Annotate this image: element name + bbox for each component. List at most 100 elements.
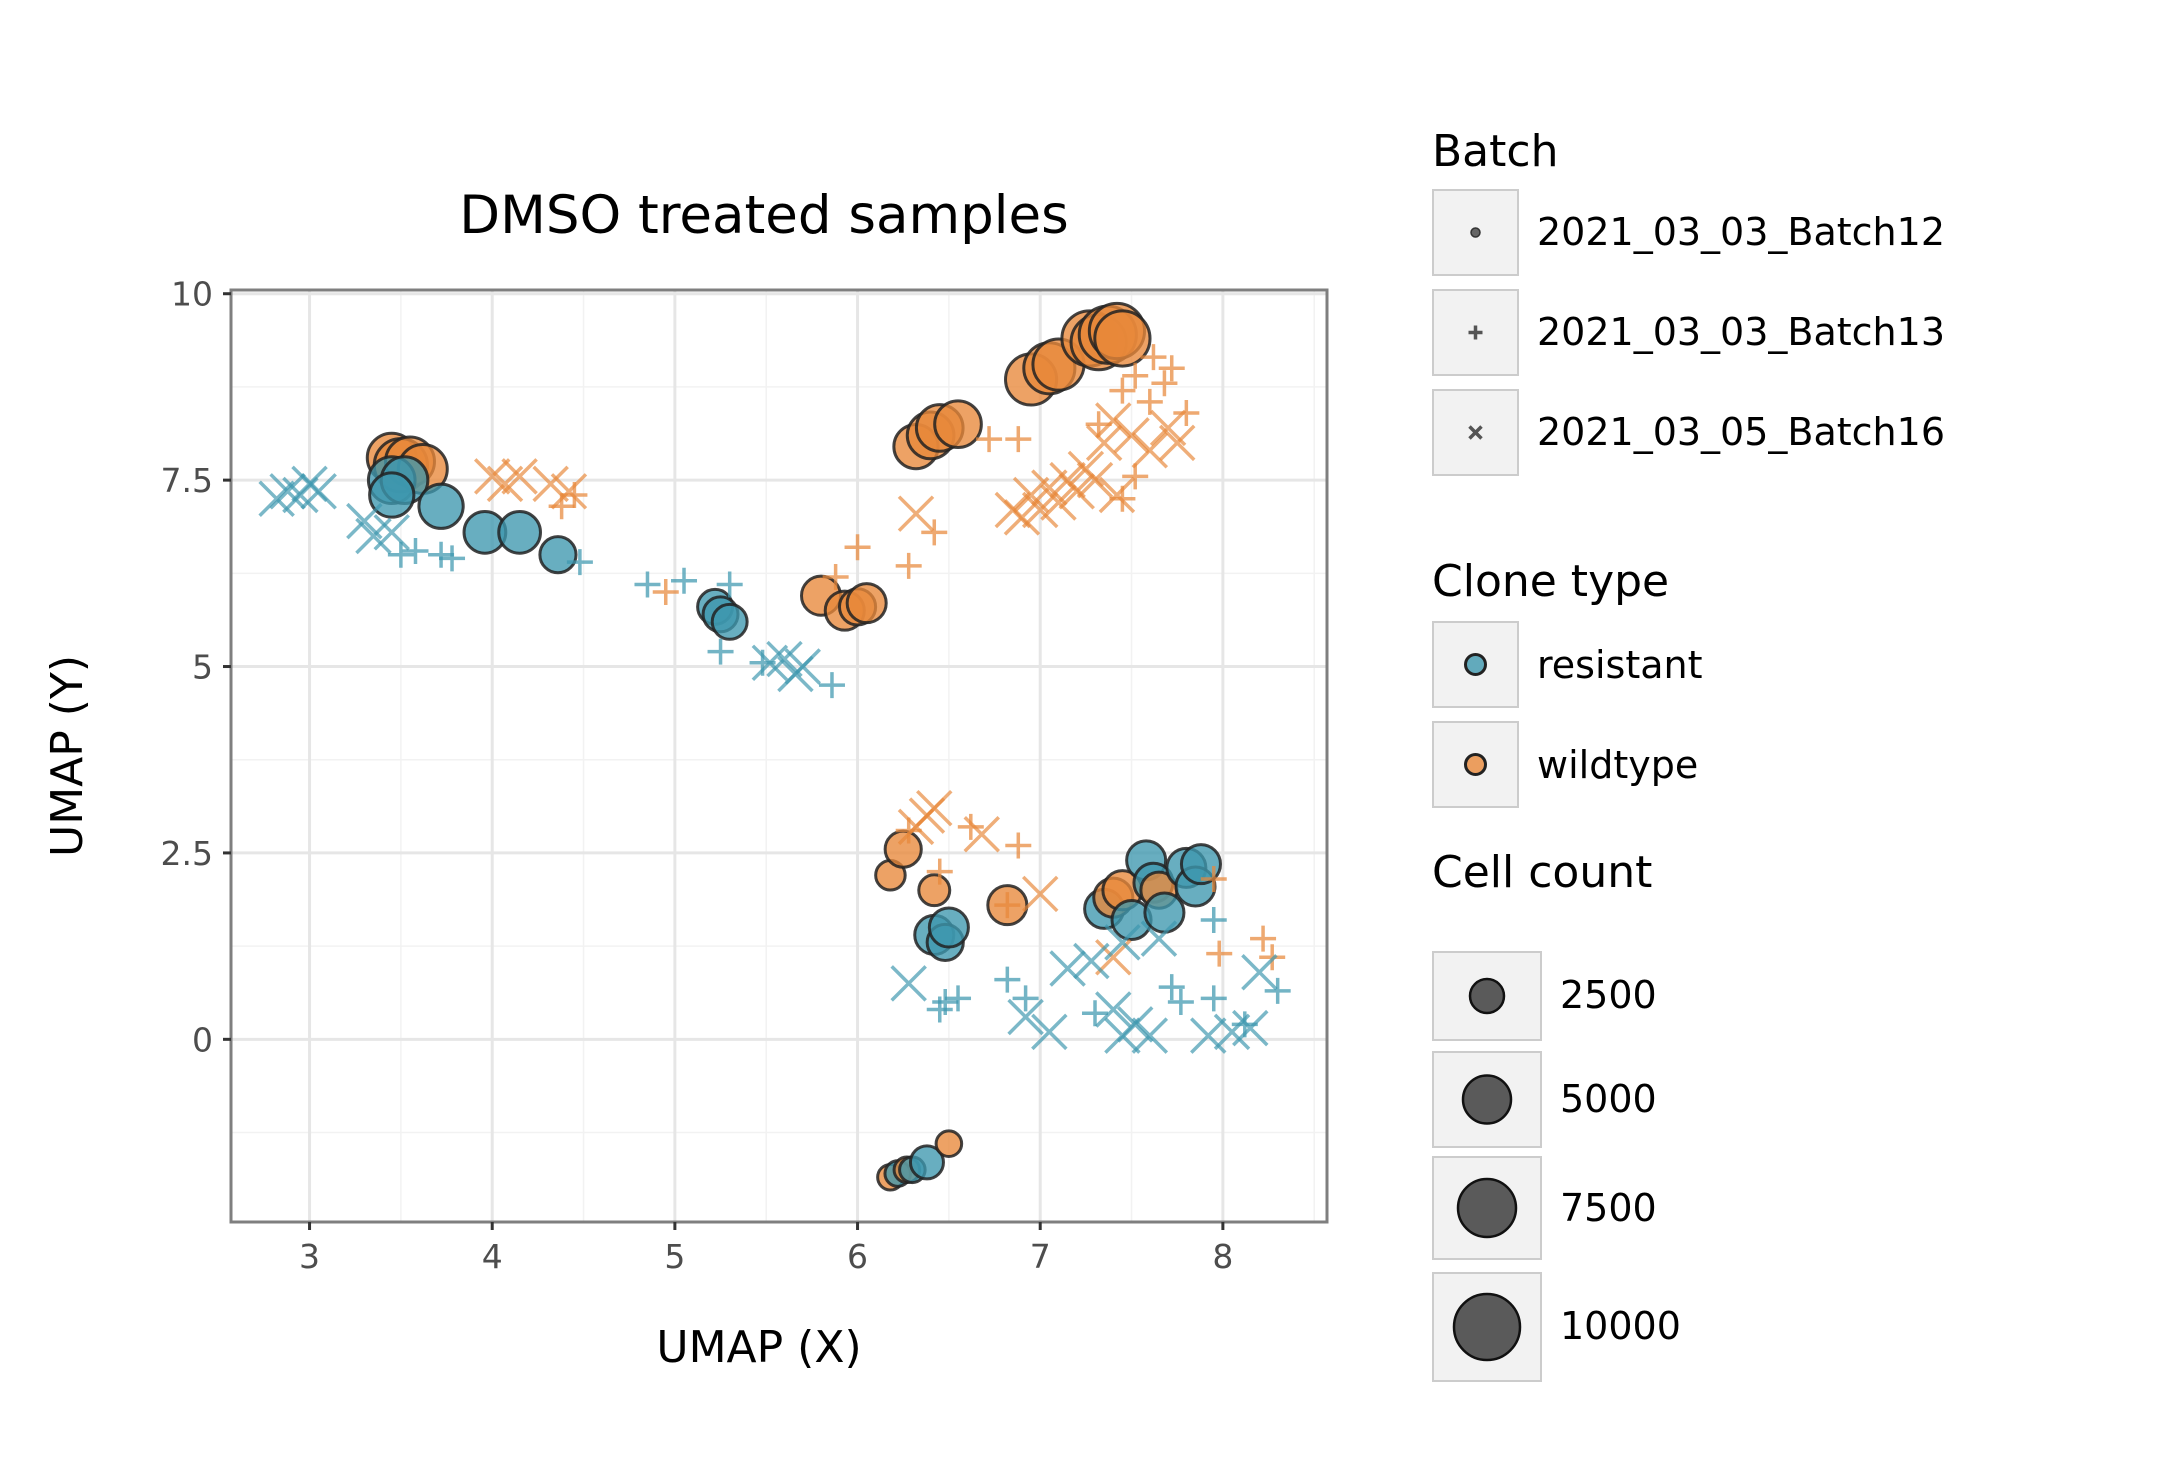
legend-batch-item: 2021_03_03_Batch13: [1432, 289, 1945, 376]
point-plus-resistant: [707, 638, 734, 665]
point-plus-wildtype: [994, 892, 1021, 919]
y-tick-label: 0: [192, 1020, 213, 1059]
point-x-wildtype: [1098, 476, 1136, 514]
point-plus-resistant: [671, 567, 698, 594]
point-x-wildtype: [897, 495, 935, 532]
legend-batch-label: 2021_03_03_Batch13: [1537, 310, 1945, 354]
y-tick-label: 7.5: [161, 461, 213, 500]
x-tick-label: 3: [299, 1237, 320, 1276]
legend-size-label: 2500: [1560, 973, 1657, 1017]
point-circle-resistant: [1143, 891, 1186, 934]
y-axis-title: UMAP (Y): [42, 655, 93, 857]
axis-layer: 3 4 5 6 7 8 0 2.5 5 7.5 10: [161, 275, 1234, 1276]
point-x-wildtype: [1095, 402, 1132, 439]
point-plus-wildtype: [921, 519, 948, 546]
point-plus-resistant: [818, 672, 845, 699]
point-circle-wildtype: [883, 829, 923, 869]
point-plus-resistant: [1200, 907, 1227, 934]
plot-panel: [229, 288, 1329, 1224]
point-x-wildtype: [1158, 424, 1196, 462]
legend-size-circle-icon: [1452, 1292, 1522, 1362]
point-x-resistant: [1049, 950, 1086, 987]
point-plus-resistant: [1167, 989, 1194, 1016]
legend: Batch 2021_03_03_Batch12 2021_03_03_Batc…: [1432, 126, 1945, 1382]
point-x-resistant: [269, 473, 306, 510]
point-x-wildtype: [897, 808, 935, 846]
point-circle-wildtype: [934, 1129, 964, 1158]
point-plus-resistant: [1158, 974, 1185, 1001]
point-plus-resistant: [926, 996, 953, 1023]
legend-resistant-swatch-icon: [1464, 653, 1487, 676]
point-circle-wildtype: [845, 582, 888, 625]
point-x-resistant: [766, 640, 803, 678]
point-plus-resistant: [402, 537, 429, 564]
point-plus-resistant: [1082, 1000, 1109, 1027]
point-circle-resistant: [927, 906, 970, 949]
legend-batch-title: Batch: [1432, 126, 1558, 177]
legend-size-item: 5000: [1432, 1051, 1657, 1148]
legend-key-box: [1432, 1272, 1542, 1382]
points-layer: [258, 301, 1291, 1192]
legend-wildtype-swatch-icon: [1464, 753, 1487, 776]
point-plus-wildtype: [1200, 866, 1227, 893]
point-plus-resistant: [1200, 985, 1227, 1012]
point-x-wildtype: [1003, 499, 1041, 536]
point-circle-resistant: [538, 535, 578, 575]
y-tick-label: 5: [192, 648, 213, 687]
legend-key-box: [1432, 621, 1519, 708]
legend-batch-item: 2021_03_03_Batch12: [1432, 189, 1945, 276]
plot-border: [229, 288, 1329, 1224]
x-axis-title: UMAP (X): [656, 1322, 861, 1373]
point-plus-resistant: [994, 966, 1021, 993]
point-x-wildtype: [1040, 484, 1077, 521]
x-tick-label: 7: [1030, 1237, 1051, 1276]
point-circle-resistant: [417, 482, 465, 530]
legend-size-item: 10000: [1432, 1272, 1681, 1382]
point-plus-wildtype: [1158, 355, 1185, 382]
point-plus-wildtype: [1109, 377, 1136, 404]
legend-size-label: 7500: [1560, 1186, 1657, 1230]
point-x-resistant: [751, 644, 789, 682]
point-plus-wildtype: [957, 813, 984, 840]
legend-size-item: 7500: [1432, 1156, 1657, 1260]
point-circle-wildtype: [933, 399, 983, 450]
point-x-wildtype: [1021, 875, 1059, 913]
point-x-resistant: [777, 655, 814, 693]
point-x-wildtype: [1113, 417, 1150, 454]
point-plus-wildtype: [1206, 940, 1233, 967]
point-x-resistant: [373, 514, 410, 551]
point-plus-resistant: [1264, 977, 1291, 1004]
legend-clone-item: wildtype: [1432, 721, 1698, 808]
point-plus-wildtype: [822, 564, 849, 591]
point-x-wildtype: [550, 473, 588, 510]
point-circle-resistant: [908, 1144, 945, 1181]
point-x-resistant: [1116, 1006, 1154, 1043]
point-x-resistant: [1140, 920, 1178, 957]
point-plus-wildtype: [976, 426, 1003, 453]
legend-size-title: Cell count: [1432, 847, 1652, 898]
point-plus-resistant: [634, 571, 661, 598]
x-tick-label: 5: [664, 1237, 685, 1276]
point-x-resistant: [890, 965, 927, 1002]
point-x-wildtype: [1085, 424, 1123, 462]
legend-clone-item: resistant: [1432, 621, 1703, 708]
point-x-wildtype: [1076, 461, 1114, 499]
legend-size-circle-icon: [1461, 1074, 1513, 1125]
legend-batch-label: 2021_03_03_Batch12: [1537, 210, 1945, 254]
legend-size-label: 5000: [1560, 1077, 1657, 1121]
point-x-resistant: [1104, 924, 1141, 961]
legend-clone-title: Clone type: [1432, 556, 1669, 607]
point-x-resistant: [1232, 1009, 1269, 1047]
y-tick-label: 2.5: [161, 834, 213, 873]
point-plus-wildtype: [652, 578, 679, 605]
point-x-wildtype: [532, 465, 569, 503]
point-plus-wildtype: [1005, 832, 1032, 859]
legend-size-item: 2500: [1432, 951, 1657, 1041]
legend-size-label: 10000: [1560, 1304, 1681, 1348]
point-plus-wildtype: [1250, 925, 1277, 952]
point-x-resistant: [1241, 953, 1278, 991]
point-plus-wildtype: [1005, 426, 1032, 453]
point-x-wildtype: [501, 458, 538, 495]
point-circle-wildtype: [917, 873, 952, 908]
legend-key-box: [1432, 1156, 1542, 1260]
